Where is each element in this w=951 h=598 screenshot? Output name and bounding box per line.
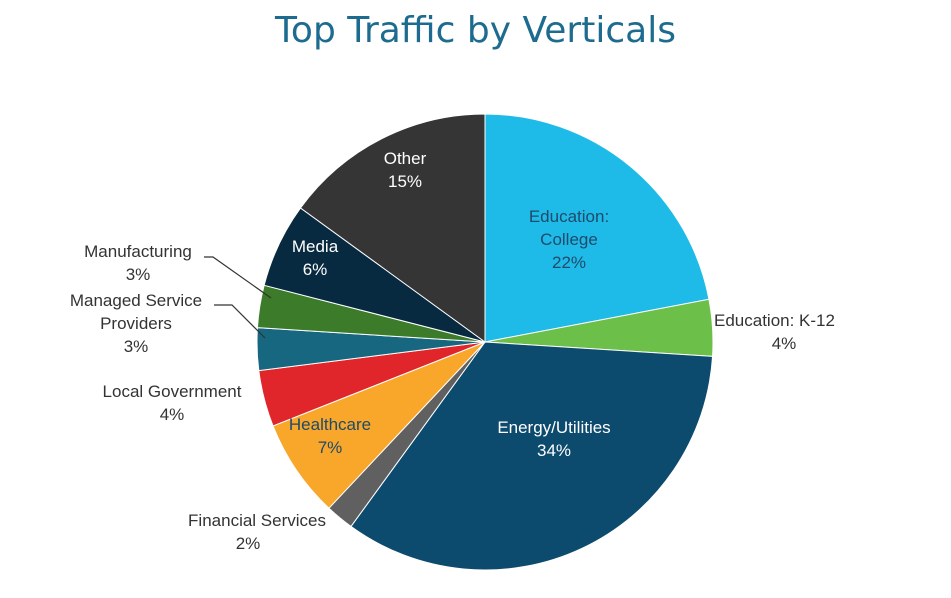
slice-value-8: 6% xyxy=(303,260,328,279)
slice-value-6: 3% xyxy=(124,337,149,356)
slice-name-1: Education: K-12 xyxy=(714,311,835,330)
slice-value-5: 4% xyxy=(160,405,185,424)
slice-value-2: 34% xyxy=(537,441,571,460)
slice-value-9: 15% xyxy=(388,172,422,191)
slice-value-1: 4% xyxy=(772,334,797,353)
slice-label-3: Financial Services 2% xyxy=(188,511,326,553)
slice-label-4: Healthcare 7% xyxy=(289,415,371,457)
slice-name-9: Other xyxy=(384,149,427,168)
slice-name-0: Education: xyxy=(529,207,609,226)
pie-slice-2 xyxy=(350,341,714,571)
leader-line-6 xyxy=(214,304,266,339)
slice-name-4: Healthcare xyxy=(289,415,371,434)
slice-label-5: Local Government 4% xyxy=(103,382,242,424)
slice-value-4: 7% xyxy=(318,438,343,457)
slice-label-0: Education: College 22% xyxy=(529,207,609,272)
slice-name-8: Media xyxy=(292,237,339,256)
slice-name-3: Financial Services xyxy=(188,511,326,530)
slice-value-0: 22% xyxy=(552,253,586,272)
slice-label-2: Energy/Utilities 34% xyxy=(497,418,610,460)
slice-label-7: Manufacturing 3% xyxy=(84,242,192,284)
slice-value-7: 3% xyxy=(126,265,151,284)
slice-label-9: Other 15% xyxy=(384,149,427,191)
slice-name-7: Manufacturing xyxy=(84,242,192,261)
slice-name-6: Providers xyxy=(100,314,172,333)
pie-slice-0 xyxy=(484,113,710,343)
slice-label-1: Education: K-12 4% xyxy=(714,311,835,353)
slice-name-2: Energy/Utilities xyxy=(497,418,610,437)
slice-name-0: College xyxy=(540,230,598,249)
chart-title: Top Traffic by Verticals xyxy=(275,10,676,51)
slice-label-8: Media 6% xyxy=(292,237,339,279)
slice-value-3: 2% xyxy=(236,534,261,553)
slice-label-6: Managed Service Providers 3% xyxy=(70,291,202,356)
leader-line-7 xyxy=(204,256,272,299)
slice-name-6: Managed Service xyxy=(70,291,202,310)
slice-name-5: Local Government xyxy=(103,382,242,401)
pie-slice-9 xyxy=(299,113,486,343)
